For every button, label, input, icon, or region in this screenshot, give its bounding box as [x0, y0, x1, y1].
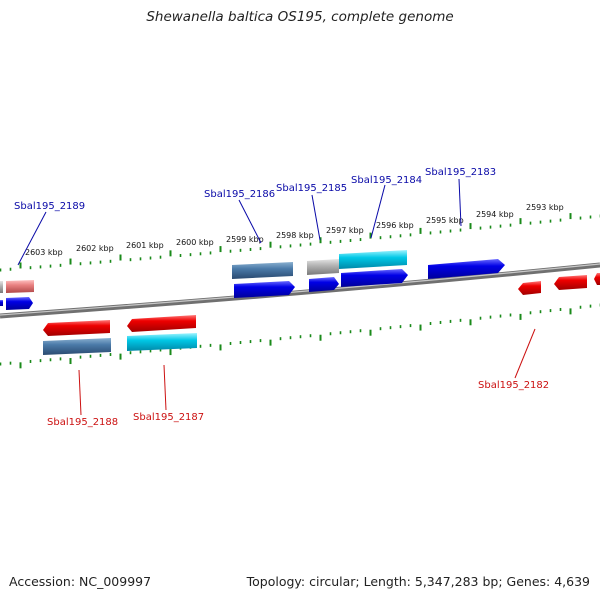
kbp-label: 2596 kbp	[376, 221, 414, 230]
gene-label-bottom[interactable]: Sbal195_2188	[47, 417, 118, 428]
kbp-label: 2597 kbp	[326, 226, 364, 235]
gene-label-bottom[interactable]: Sbal195_2187	[133, 412, 204, 423]
reverse-features	[43, 273, 600, 355]
gene-block-steelblue[interactable]	[43, 338, 111, 355]
gene-arrow-forward[interactable]	[0, 300, 3, 306]
genome-stats-text: Topology: circular; Length: 5,347,283 bp…	[246, 574, 590, 589]
leader-line	[163, 364, 167, 411]
gene-block-grey[interactable]	[307, 259, 339, 275]
gene-label-top[interactable]: Sbal195_2189	[14, 201, 85, 212]
leader-line	[311, 194, 321, 241]
gene-block-pink[interactable]	[6, 280, 34, 293]
gene-block-steelblue[interactable]	[232, 262, 293, 279]
gene-block-cyan[interactable]	[339, 250, 407, 269]
kbp-label: 2602 kbp	[76, 244, 114, 253]
ruler-bottom	[0, 303, 600, 369]
gene-block-grey[interactable]	[0, 281, 3, 293]
ruler-top	[0, 213, 600, 272]
leader-line	[514, 328, 536, 379]
leader-line	[238, 199, 262, 244]
gene-label-top[interactable]: Sbal195_2186	[204, 189, 275, 200]
kbp-label: 2598 kbp	[276, 231, 314, 240]
gene-arrow-reverse[interactable]	[518, 281, 541, 295]
leader-line	[78, 369, 82, 416]
gene-label-top[interactable]: Sbal195_2183	[425, 167, 496, 178]
label-leaders-bottom	[78, 328, 536, 416]
gene-arrow-reverse[interactable]	[127, 315, 196, 332]
leader-line	[458, 178, 462, 227]
kbp-label: 2593 kbp	[526, 203, 564, 212]
gene-arrow-forward[interactable]	[6, 297, 33, 310]
accession-text: Accession: NC_009997	[9, 574, 152, 589]
gene-arrow-reverse[interactable]	[594, 273, 600, 285]
forward-features	[0, 250, 505, 310]
kbp-label: 2600 kbp	[176, 238, 214, 247]
gene-block-cyan[interactable]	[127, 333, 197, 351]
leader-line	[17, 211, 47, 266]
gene-arrow-forward[interactable]	[428, 259, 505, 279]
gene-label-bottom[interactable]: Sbal195_2182	[478, 380, 549, 391]
gene-arrow-forward[interactable]	[234, 281, 295, 298]
gene-label-top[interactable]: Sbal195_2185	[276, 183, 347, 194]
gene-arrow-reverse[interactable]	[554, 275, 587, 290]
map-title: Shewanella baltica OS195, complete genom…	[146, 9, 454, 25]
kbp-label: 2601 kbp	[126, 241, 164, 250]
label-leaders-top	[17, 178, 462, 266]
gene-arrow-reverse[interactable]	[43, 320, 110, 336]
leader-line	[370, 184, 386, 239]
gene-arrow-forward[interactable]	[309, 277, 339, 292]
kbp-label: 2599 kbp	[226, 235, 264, 244]
kbp-label: 2594 kbp	[476, 210, 514, 219]
gene-label-top[interactable]: Sbal195_2184	[351, 175, 422, 186]
kbp-label: 2595 kbp	[426, 216, 464, 225]
gene-arrow-forward[interactable]	[341, 269, 408, 287]
kbp-label: 2603 kbp	[25, 248, 63, 257]
